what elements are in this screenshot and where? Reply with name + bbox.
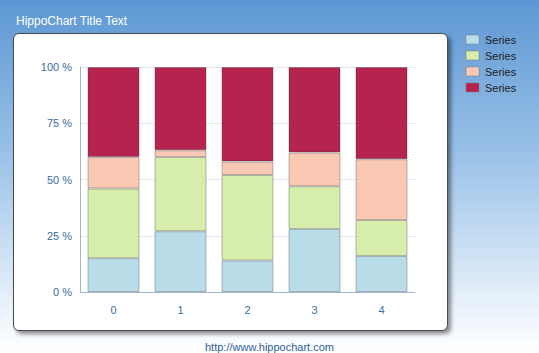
svg-text:1: 1 (177, 304, 183, 316)
svg-text:50 %: 50 % (47, 174, 72, 186)
svg-text:http://www.hippochart.com: http://www.hippochart.com (205, 341, 334, 353)
svg-text:3: 3 (311, 304, 317, 316)
svg-text:2: 2 (244, 304, 250, 316)
svg-text:75 %: 75 % (47, 117, 72, 129)
svg-text:25 %: 25 % (47, 230, 72, 242)
svg-text:HippoChart Title Text: HippoChart Title Text (16, 14, 128, 28)
svg-text:Series: Series (485, 50, 517, 62)
svg-text:Series: Series (485, 34, 517, 46)
svg-text:100 %: 100 % (41, 61, 72, 73)
svg-text:Series: Series (485, 66, 517, 78)
svg-text:0 %: 0 % (53, 286, 72, 298)
svg-text:0: 0 (110, 304, 116, 316)
svg-text:4: 4 (378, 304, 384, 316)
svg-text:Series: Series (485, 82, 517, 94)
